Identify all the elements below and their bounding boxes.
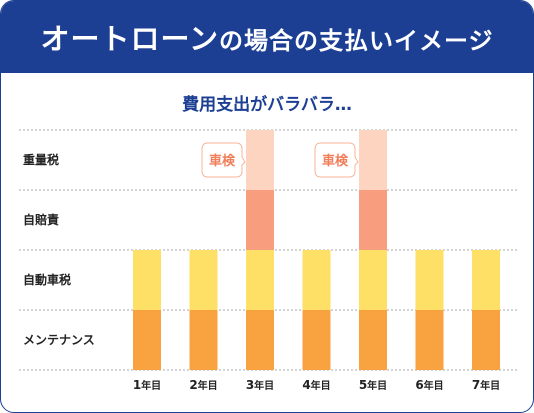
banner-title: オートローンの場合の支払いイメージ [40,16,493,58]
bar-1-1 [133,310,161,370]
bar-2-4 [302,250,331,310]
bar-1-3 [246,310,274,370]
bar-2-7 [472,250,500,310]
bar-1-6 [415,310,444,370]
annotation-callout [314,142,359,178]
x-tick-label: 7年目 [472,378,500,392]
bar-4-5 [359,130,387,190]
bar-2-1 [133,250,161,310]
series-label: メンテナンス [23,333,95,347]
x-tick-label: 5年目 [359,378,387,392]
bar-2-3 [246,250,274,310]
bar-3-5 [359,190,387,250]
banner-title-suffix: の場合の支払いイメージ [219,27,494,55]
bar-1-7 [472,310,500,370]
title-banner: オートローンの場合の支払いイメージ [1,1,533,73]
bar-1-4 [302,310,331,370]
bar-2-5 [359,250,387,310]
bar-1-5 [359,310,387,370]
annotation-text: 車検 [322,153,349,169]
x-tick-label: 6年目 [415,378,443,392]
bar-4-3 [246,130,274,190]
series-label: 自賠責 [23,212,59,227]
series-label: 重量税 [23,152,59,167]
x-tick-label: 3年目 [246,378,274,392]
annotation-text: 車検 [209,153,236,169]
x-tick-label: 1年目 [133,378,161,392]
bar-1-2 [189,310,218,370]
x-tick-label: 4年目 [302,378,330,392]
x-tick-label: 2年目 [189,378,217,392]
series-label: 自動車税 [23,272,71,287]
bar-3-3 [246,190,274,250]
banner-title-main: オートローン [40,22,220,56]
bar-2-6 [415,250,444,310]
bar-2-2 [189,250,218,310]
chart-subtitle: 費用支出がバラバラ… [182,95,352,115]
annotation-callout [201,142,246,178]
